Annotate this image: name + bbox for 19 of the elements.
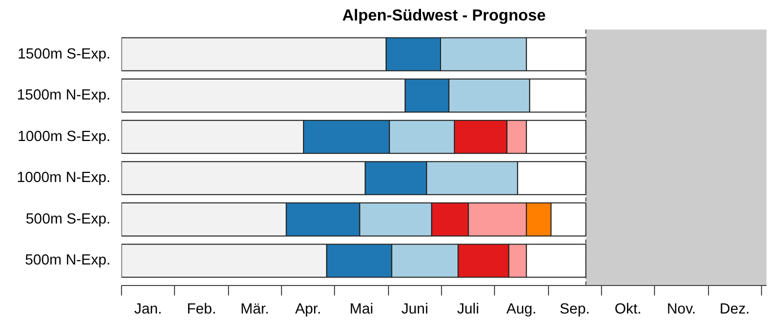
text: Sep. bbox=[560, 302, 590, 318]
text: Jan. bbox=[134, 302, 162, 318]
text: Mai bbox=[350, 302, 374, 318]
text: Mär. bbox=[240, 302, 270, 318]
text: Juli bbox=[457, 302, 480, 318]
y-tick-label: 1000m N-Exp. bbox=[16, 170, 111, 186]
text: Apr. bbox=[295, 302, 322, 318]
y-tick-label: 1500m N-Exp. bbox=[16, 88, 111, 104]
chart-title: Alpen-Südwest - Prognose bbox=[342, 8, 546, 24]
text: Aug. bbox=[506, 302, 536, 318]
text: Okt. bbox=[614, 302, 642, 318]
text: Nov. bbox=[666, 302, 696, 318]
y-tick-label: 1000m S-Exp. bbox=[18, 128, 111, 145]
y-tick-label: 500m S-Exp. bbox=[26, 211, 110, 228]
text: Feb. bbox=[186, 302, 216, 318]
text: Juni bbox=[401, 302, 428, 318]
text: Dez. bbox=[720, 302, 750, 318]
y-tick-label: 1500m S-Exp. bbox=[18, 46, 111, 62]
y-tick-label: 500m N-Exp. bbox=[24, 252, 111, 269]
